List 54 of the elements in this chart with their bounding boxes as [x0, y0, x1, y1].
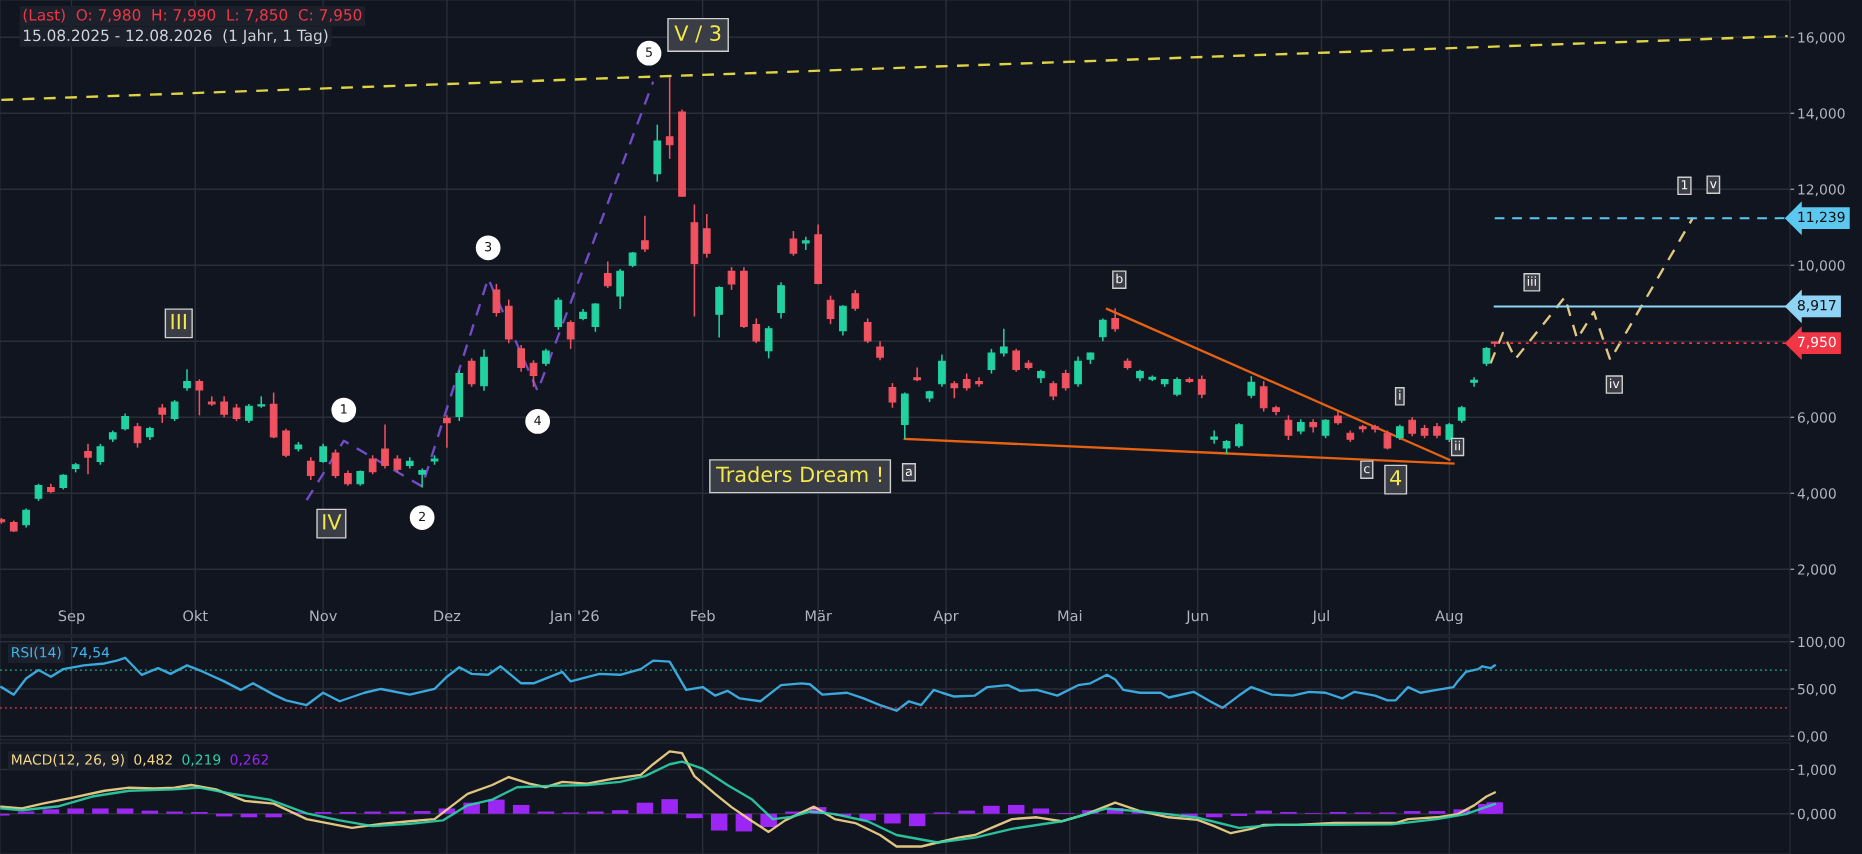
y-tick-label: 2,000	[1797, 564, 1836, 577]
annotation: v	[1710, 181, 1717, 189]
y-tick-label: 50,00	[1798, 683, 1836, 696]
x-tick-label: Jun	[1185, 610, 1208, 624]
y-tick-label: 0,000	[1797, 808, 1836, 821]
x-tick-label: Aug	[1435, 610, 1463, 625]
x-tick-label: Mai	[1058, 610, 1082, 622]
y-tick-label: 100,00	[1798, 636, 1845, 649]
ref-line-label: 8,917	[1797, 299, 1836, 312]
x-tick-label: Sep	[58, 610, 85, 625]
x-tick-label: Dez	[434, 610, 461, 622]
annotation: 0,482	[134, 754, 172, 767]
annotation: III	[171, 313, 186, 330]
annotation: 0,262	[230, 754, 268, 767]
x-tick-label: Apr	[933, 610, 959, 625]
annotation: 2	[419, 511, 425, 522]
y-tick-label: 0,00	[1797, 731, 1827, 744]
y-tick-label: 12,000	[1798, 184, 1845, 197]
ref-line-label: 11,239	[1798, 211, 1845, 224]
annotation: 1	[1681, 180, 1688, 190]
x-tick-label: Jul	[1311, 610, 1329, 624]
ref-line-label: 7,950	[1798, 336, 1836, 349]
annotation: 5	[646, 47, 652, 57]
x-tick-label: Okt	[183, 610, 208, 622]
y-tick-label: 4,000	[1797, 488, 1836, 501]
annotation: ii	[1455, 440, 1460, 451]
annotation: 4	[534, 415, 541, 425]
text: 15.08.2025 - 12.08.2026 (1 Jahr, 1 Tag)	[24, 29, 328, 45]
annotation: V / 3	[674, 25, 721, 43]
annotation: iii	[1527, 276, 1536, 286]
y-tick-label: 16,000	[1798, 32, 1845, 45]
annotation: Traders Dream !	[716, 466, 882, 483]
text: MACD(12, 26, 9)	[12, 754, 124, 767]
annotation: 0,219	[182, 754, 221, 767]
text: RSI(14)	[12, 646, 61, 660]
annotation: 74,54	[71, 647, 110, 659]
annotation: IV	[323, 514, 342, 530]
annotation: i	[1399, 390, 1401, 400]
annotation: b	[1116, 273, 1123, 284]
annotation: 3	[485, 241, 492, 252]
annotation: 1	[341, 404, 347, 414]
annotation: a	[905, 468, 912, 476]
y-tick-label: 10,000	[1798, 260, 1845, 273]
x-tick-label: Mär	[805, 610, 832, 622]
x-tick-label: Nov	[310, 610, 337, 622]
annotation: iv	[1610, 378, 1620, 389]
annotation: 4	[1390, 470, 1402, 486]
x-tick-label: Jan '26	[549, 610, 599, 624]
y-tick-label: 1,000	[1798, 764, 1836, 777]
x-tick-label: Feb	[691, 610, 715, 622]
y-tick-label: 6,000	[1797, 412, 1836, 425]
annotation: c	[1364, 466, 1370, 474]
y-tick-label: 14,000	[1798, 108, 1845, 121]
text: (Last) O: 7,980 H: 7,990 L: 7,850 C: 7,950	[23, 8, 362, 23]
